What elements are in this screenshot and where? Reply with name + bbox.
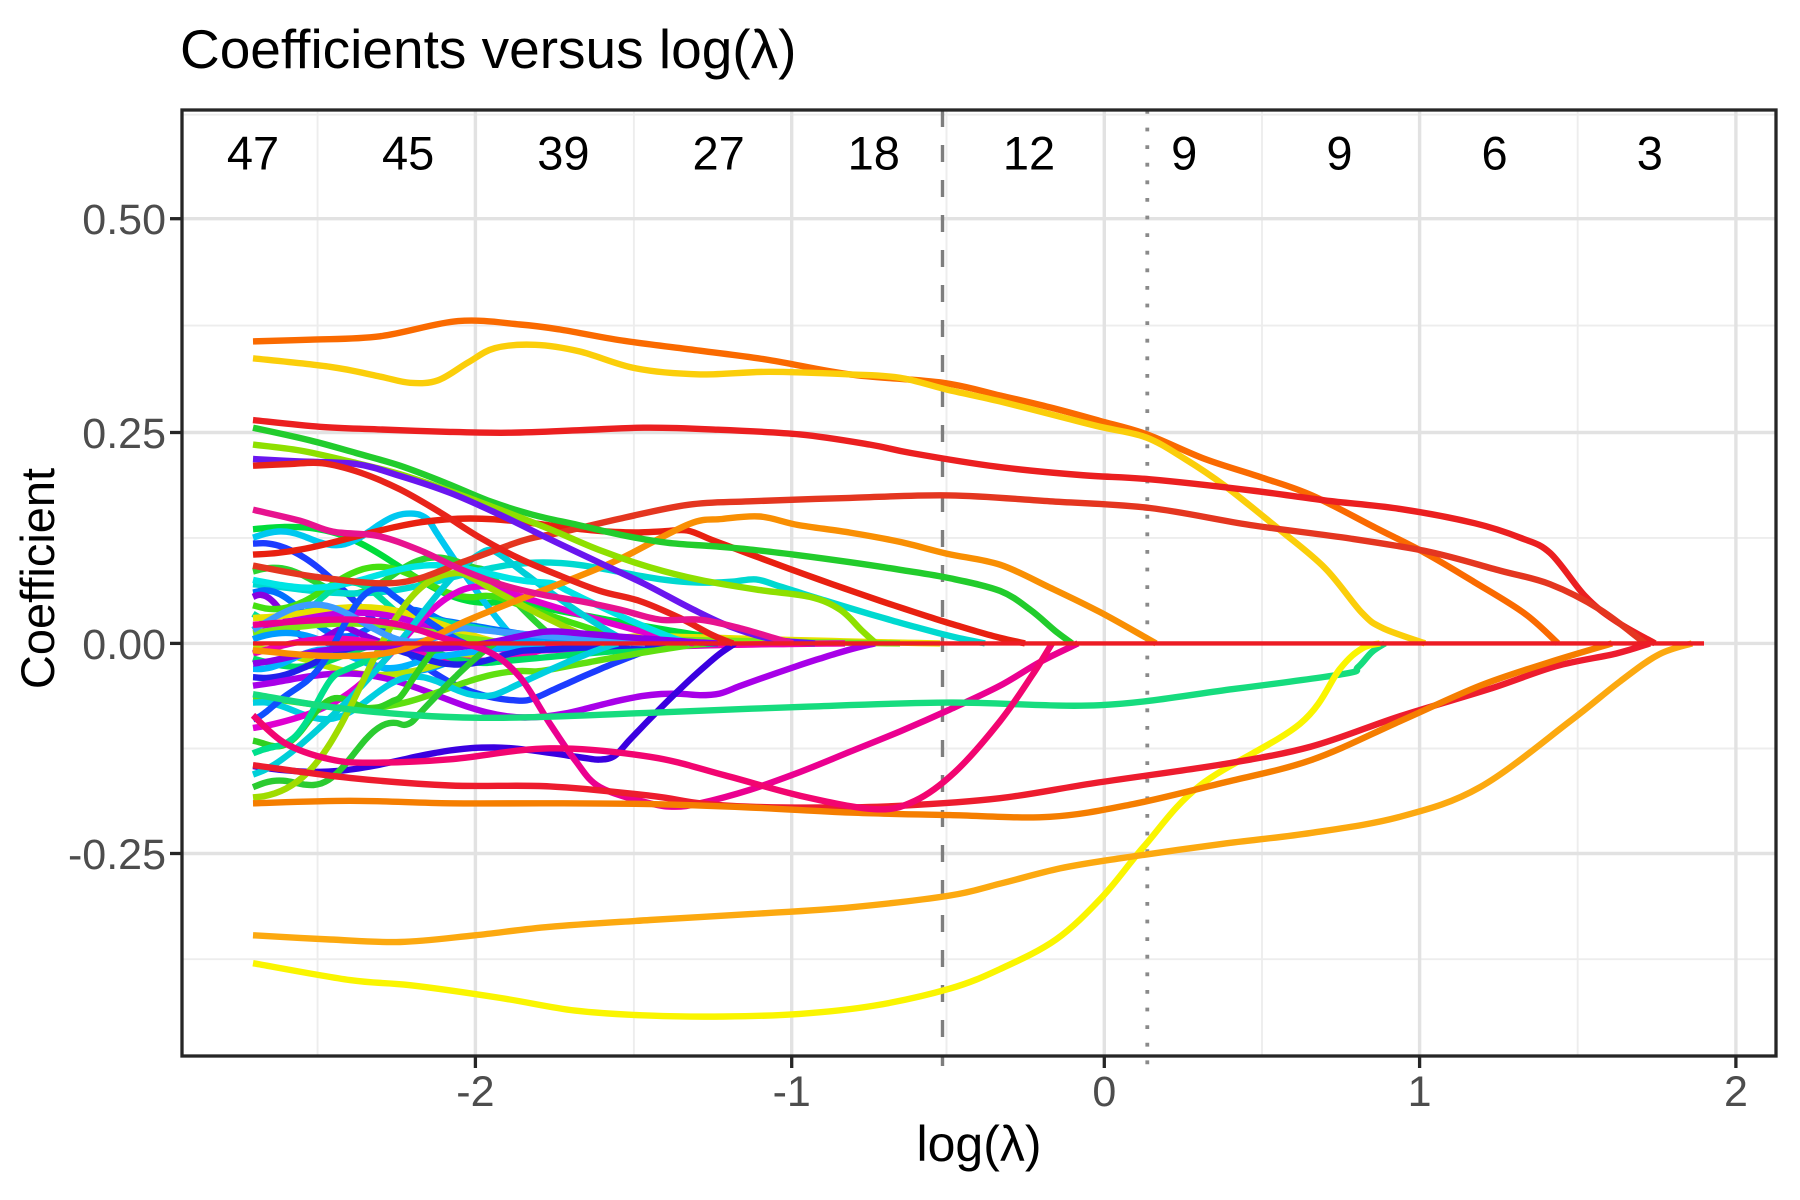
svg-text:45: 45 [382, 127, 434, 180]
svg-text:0: 0 [1092, 1068, 1116, 1116]
svg-text:39: 39 [537, 127, 589, 180]
svg-text:log(λ): log(λ) [916, 1116, 1041, 1172]
svg-text:-0.25: -0.25 [68, 831, 166, 879]
svg-text:0.50: 0.50 [82, 196, 166, 244]
svg-text:3: 3 [1637, 127, 1663, 180]
svg-text:-1: -1 [773, 1068, 811, 1116]
svg-text:0.00: 0.00 [82, 621, 166, 669]
svg-text:9: 9 [1171, 127, 1197, 180]
svg-text:2: 2 [1724, 1068, 1748, 1116]
svg-text:0.25: 0.25 [82, 410, 166, 458]
svg-text:Coefficients versus log(λ): Coefficients versus log(λ) [180, 18, 796, 80]
svg-text:9: 9 [1326, 127, 1352, 180]
svg-text:12: 12 [1003, 127, 1055, 180]
svg-text:47: 47 [227, 127, 279, 180]
svg-text:1: 1 [1408, 1068, 1432, 1116]
svg-text:6: 6 [1482, 127, 1508, 180]
svg-text:27: 27 [692, 127, 744, 180]
svg-text:-2: -2 [456, 1068, 494, 1116]
svg-text:18: 18 [848, 127, 900, 180]
svg-text:Coefficient: Coefficient [11, 468, 64, 689]
